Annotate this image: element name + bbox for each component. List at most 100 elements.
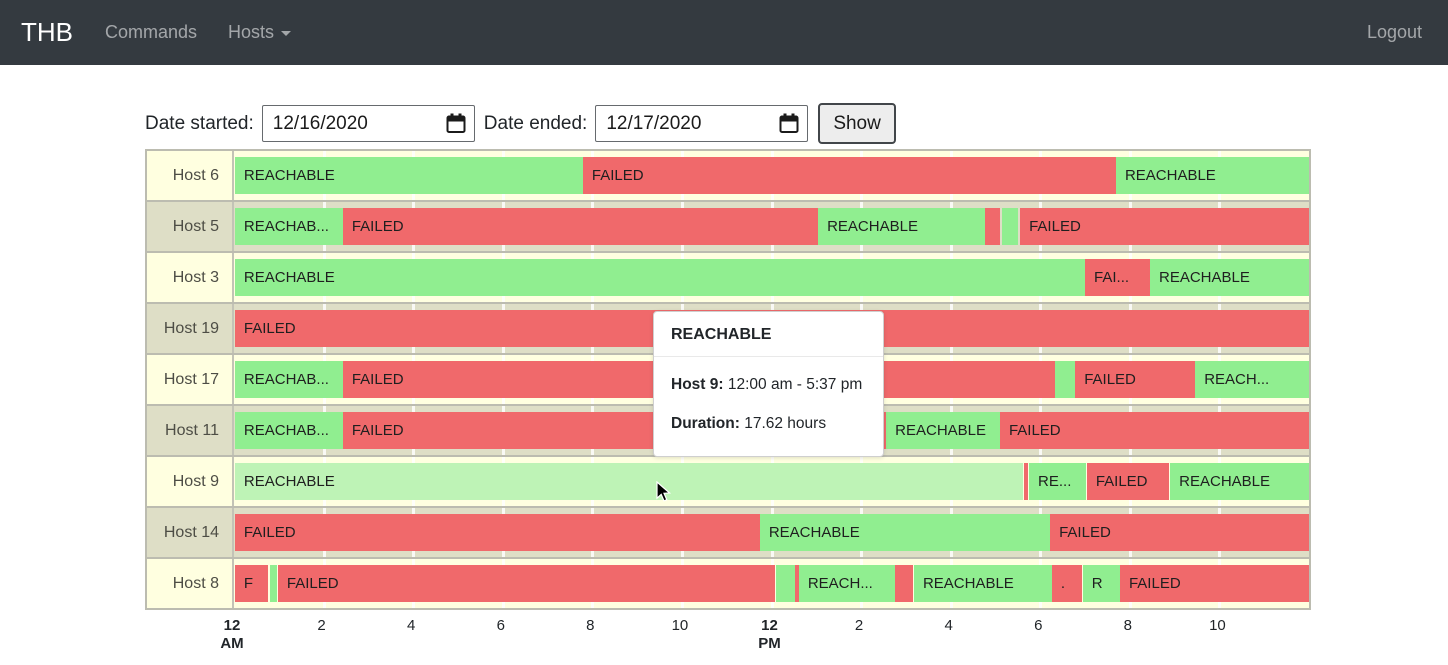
segment-label: REACHABLE (1179, 473, 1271, 490)
logout-link[interactable]: Logout (1366, 22, 1422, 42)
host-label: Host 8 (147, 559, 234, 608)
segment-label: FAILED (243, 524, 296, 541)
segment-label: FAILED (1128, 575, 1181, 592)
status-segment-reachable[interactable]: REACHAB... (234, 412, 343, 449)
status-segment-reachable[interactable]: REACHABLE (1149, 259, 1309, 296)
tooltip-time-range: Host 9: 12:00 am - 5:37 pm (671, 376, 863, 393)
segment-label: REACH... (807, 575, 873, 592)
status-segment-reachable[interactable] (1001, 208, 1018, 245)
status-segment-reachable[interactable]: REACHABLE (1115, 157, 1309, 194)
tooltip-title: REACHABLE (654, 312, 883, 357)
segment-label: REACHABLE (243, 167, 335, 184)
axis-tick-label: 2 (854, 617, 864, 634)
segment-label: FAILED (1059, 524, 1111, 541)
segment-label: REACHAB... (243, 371, 329, 388)
segment-label: F (243, 575, 254, 592)
timeline-row: Host 9 REACHABLE RE... FAILED REACHABLE (147, 457, 1309, 508)
segment-label: FAILED (351, 218, 404, 235)
host-timeline-lane: REACHABLE FAI... REACHABLE (234, 253, 1309, 302)
status-segment-reachable[interactable] (775, 565, 795, 602)
status-segment-failed[interactable]: FAILED (1050, 514, 1309, 551)
brand-logo[interactable]: THB (21, 17, 73, 47)
status-segment-failed[interactable]: . (1051, 565, 1082, 602)
host-label: Host 17 (147, 355, 234, 404)
status-segment-failed[interactable]: FAILED (1020, 208, 1309, 245)
mouse-cursor-icon (655, 480, 673, 508)
show-button[interactable]: Show (818, 103, 896, 144)
status-segment-failed[interactable]: FAILED (1075, 361, 1196, 398)
segment-tooltip: REACHABLE Host 9: 12:00 am - 5:37 pm Dur… (653, 311, 884, 457)
segment-label: FAILED (286, 575, 339, 592)
status-segment-failed[interactable]: FAILED (277, 565, 776, 602)
host-timeline-lane: F FAILED REACH... REACHABLE. R FAILED (234, 559, 1309, 608)
segment-label: FAILED (243, 320, 296, 337)
status-segment-reachable[interactable]: REACHABLE (818, 208, 986, 245)
segment-label: REACHABLE (922, 575, 1014, 592)
date-started-label: Date started: (145, 112, 254, 134)
segment-label: REACHAB... (243, 218, 329, 235)
status-segment-failed[interactable]: FAILED (1086, 463, 1170, 500)
host-label: Host 19 (147, 304, 234, 353)
axis-tick-label: 4 (406, 617, 416, 634)
segment-label: FAILED (351, 422, 404, 439)
date-range-controls: Date started: Date ended: Show (145, 103, 1448, 144)
host-label: Host 5 (147, 202, 234, 251)
segment-label: FAILED (351, 371, 404, 388)
status-segment-failed[interactable] (895, 565, 914, 602)
segment-label: REACHABLE (1124, 167, 1216, 184)
date-started-input[interactable] (261, 105, 475, 142)
status-segment-failed[interactable]: FAILED (1119, 565, 1309, 602)
segment-label: REACHABLE (827, 218, 918, 235)
chevron-down-icon (281, 30, 292, 36)
segment-label (270, 575, 277, 592)
segment-label (895, 575, 904, 592)
segment-label: FAILED (1029, 218, 1081, 235)
nav-item-hosts-dropdown[interactable]: Hosts (228, 22, 292, 43)
segment-label (1055, 371, 1064, 388)
nav-item-commands[interactable]: Commands (105, 22, 198, 42)
axis-tick-label: 8 (1123, 617, 1132, 634)
status-segment-reachable[interactable] (269, 565, 277, 602)
status-segment-failed[interactable]: FAILED (999, 412, 1309, 449)
status-segment-failed[interactable]: FAILED (582, 157, 1116, 194)
status-segment-reachable[interactable]: REACHABLE (1170, 463, 1309, 500)
host-timeline-lane: REACHABLE FAILED REACHABLE (234, 151, 1309, 200)
navbar: THB Commands Hosts Logout (0, 0, 1448, 65)
segment-label (1024, 473, 1028, 490)
status-segment-reachable[interactable]: RE... (1029, 463, 1086, 500)
axis-tick-label: 12 AM (220, 617, 244, 652)
date-ended-wrap (595, 105, 809, 142)
status-segment-reachable[interactable]: REACH... (1195, 361, 1309, 398)
axis-tick-label: 2 (317, 617, 326, 634)
status-segment-failed[interactable]: FAILED (234, 514, 760, 551)
status-segment-reachable[interactable] (1055, 361, 1076, 398)
status-segment-failed[interactable]: FAI... (1085, 259, 1150, 296)
status-segment-reachable[interactable]: REACHABLE (886, 412, 1000, 449)
status-segment-reachable[interactable]: R (1082, 565, 1120, 602)
segment-label: REACH... (1204, 371, 1270, 388)
status-segment-reachable[interactable]: REACHABLE (234, 259, 1086, 296)
tooltip-duration: Duration: 17.62 hours (671, 415, 827, 433)
status-segment-failed[interactable] (1024, 463, 1028, 500)
segment-label (985, 218, 994, 235)
status-segment-reachable[interactable]: REACHABLE (234, 157, 583, 194)
tooltip-body: Host 9: 12:00 am - 5:37 pm Duration: 17.… (654, 357, 883, 456)
host-label: Host 3 (147, 253, 234, 302)
date-ended-input[interactable] (595, 105, 809, 142)
status-segment-reachable[interactable]: REACHABLE (234, 463, 1024, 500)
segment-label (1002, 218, 1011, 235)
date-ended-label: Date ended: (483, 112, 588, 134)
axis-tick-label: 4 (944, 617, 953, 634)
status-segment-reachable[interactable]: REACHABLE (913, 565, 1052, 602)
status-segment-failed[interactable] (794, 565, 799, 602)
status-segment-reachable[interactable]: REACHAB... (234, 208, 343, 245)
segment-label: FAILED (591, 167, 644, 184)
status-segment-failed[interactable]: F (234, 565, 269, 602)
status-segment-reachable[interactable]: REACHABLE (759, 514, 1051, 551)
status-segment-failed[interactable] (985, 208, 1000, 245)
status-segment-failed[interactable]: FAILED (342, 208, 819, 245)
status-segment-reachable[interactable]: REACH... (798, 565, 896, 602)
host-timeline-chart: Host 6 REACHABLE FAILED REACHABLE Host 5 REAC… (145, 149, 1311, 610)
status-segment-reachable[interactable]: REACHAB... (234, 361, 343, 398)
host-timeline-lane: REACHABLE RE... FAILED REACHABLE (234, 457, 1309, 506)
